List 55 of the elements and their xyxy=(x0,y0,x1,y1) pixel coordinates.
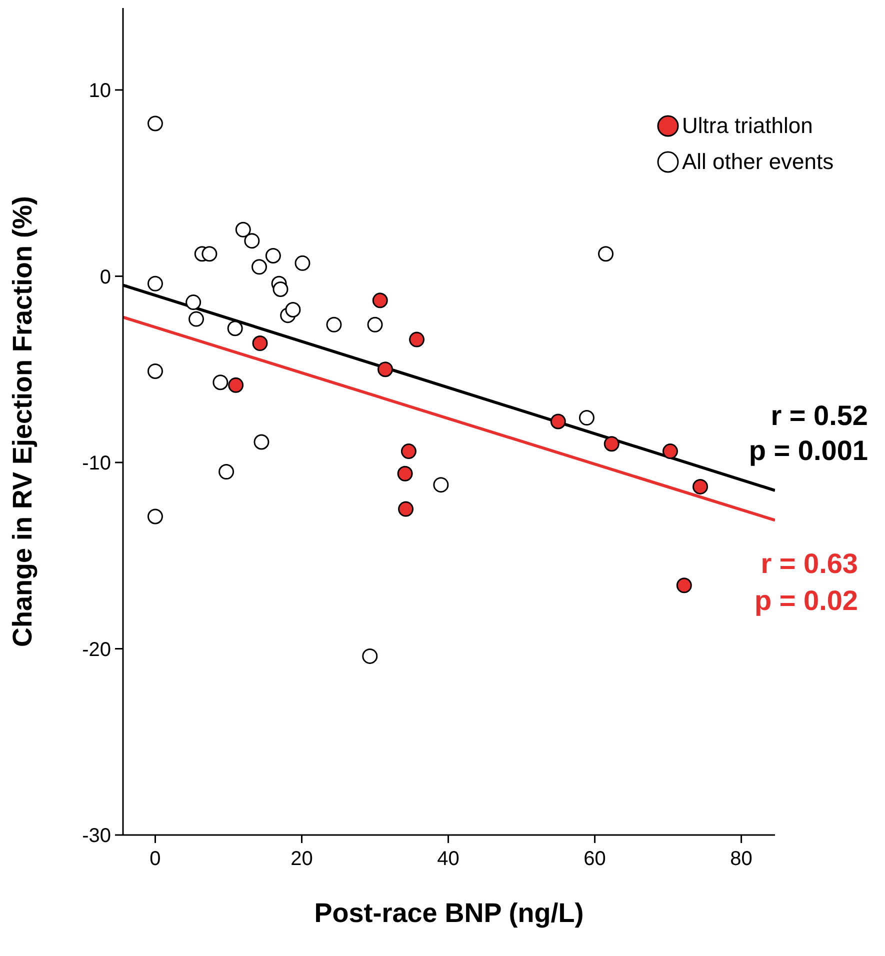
annotation: p = 0.001 xyxy=(748,435,868,467)
point xyxy=(252,336,268,352)
point xyxy=(433,477,449,493)
point xyxy=(326,316,342,332)
point xyxy=(397,466,413,482)
point xyxy=(147,276,163,292)
point xyxy=(598,246,614,262)
x-tick-label: 60 xyxy=(584,848,606,870)
x-axis-title: Post-race BNP (ng/L) xyxy=(314,898,584,928)
point xyxy=(378,362,394,378)
point xyxy=(676,578,692,594)
point xyxy=(550,414,566,430)
point xyxy=(244,233,260,249)
y-tick-label: -20 xyxy=(82,638,111,661)
point xyxy=(272,282,288,298)
x-tick-label: 80 xyxy=(730,848,752,870)
annotation: p = 0.02 xyxy=(754,585,858,617)
point xyxy=(218,464,234,480)
point xyxy=(147,363,163,379)
y-tick-label: -10 xyxy=(82,452,111,475)
point xyxy=(692,478,708,494)
x-tick-label: 20 xyxy=(290,848,313,870)
point xyxy=(186,294,202,310)
point xyxy=(252,259,268,275)
annotation: r = 0.52 xyxy=(770,400,868,432)
point xyxy=(235,222,251,238)
y-axis-title: Change in RV Ejection Fraction (%) xyxy=(8,196,38,648)
legend-label: All other events xyxy=(682,149,834,175)
point xyxy=(362,648,378,664)
y-tick-label: -30 xyxy=(82,825,111,848)
point xyxy=(227,320,243,336)
point xyxy=(578,410,594,426)
point xyxy=(202,246,218,262)
point xyxy=(372,292,388,308)
point xyxy=(294,255,310,271)
point xyxy=(285,302,301,318)
point xyxy=(228,377,244,393)
point xyxy=(147,116,163,132)
annotation: r = 0.63 xyxy=(760,548,858,580)
legend-label: Ultra triathlon xyxy=(682,113,813,139)
point xyxy=(212,374,228,390)
y-tick-label: 0 xyxy=(100,266,111,288)
x-tick-label: 40 xyxy=(437,848,460,870)
point xyxy=(409,332,425,348)
x-tick-label: 0 xyxy=(150,848,161,870)
point xyxy=(367,316,383,332)
point xyxy=(662,444,678,460)
point xyxy=(188,311,204,327)
point xyxy=(265,248,281,264)
point xyxy=(147,508,163,524)
point xyxy=(254,434,270,450)
y-tick-label: 10 xyxy=(88,80,111,102)
point xyxy=(398,501,414,517)
point xyxy=(400,444,416,460)
point xyxy=(604,436,620,452)
